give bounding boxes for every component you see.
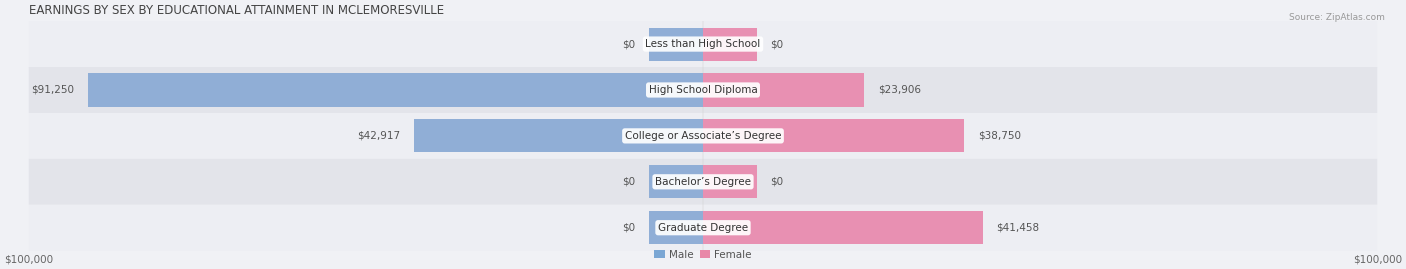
Bar <box>703 27 756 61</box>
Text: $0: $0 <box>623 223 636 233</box>
Text: $0: $0 <box>623 39 636 49</box>
Bar <box>413 119 703 153</box>
Text: High School Diploma: High School Diploma <box>648 85 758 95</box>
Text: College or Associate’s Degree: College or Associate’s Degree <box>624 131 782 141</box>
Text: $23,906: $23,906 <box>877 85 921 95</box>
Bar <box>703 165 756 198</box>
FancyBboxPatch shape <box>28 159 1378 205</box>
FancyBboxPatch shape <box>28 113 1378 159</box>
Bar <box>650 27 703 61</box>
Text: $38,750: $38,750 <box>977 131 1021 141</box>
Bar <box>650 165 703 198</box>
Bar <box>703 119 965 153</box>
Text: Less than High School: Less than High School <box>645 39 761 49</box>
FancyBboxPatch shape <box>28 21 1378 67</box>
Text: EARNINGS BY SEX BY EDUCATIONAL ATTAINMENT IN MCLEMORESVILLE: EARNINGS BY SEX BY EDUCATIONAL ATTAINMEN… <box>28 4 444 17</box>
Bar <box>650 211 703 244</box>
Text: $0: $0 <box>770 177 783 187</box>
Bar <box>703 73 865 107</box>
Text: Bachelor’s Degree: Bachelor’s Degree <box>655 177 751 187</box>
FancyBboxPatch shape <box>28 67 1378 113</box>
Text: Source: ZipAtlas.com: Source: ZipAtlas.com <box>1289 13 1385 22</box>
Legend: Male, Female: Male, Female <box>650 246 756 264</box>
Text: Graduate Degree: Graduate Degree <box>658 223 748 233</box>
FancyBboxPatch shape <box>28 205 1378 251</box>
Bar <box>703 211 983 244</box>
Text: $42,917: $42,917 <box>357 131 401 141</box>
Text: $0: $0 <box>770 39 783 49</box>
Text: $41,458: $41,458 <box>995 223 1039 233</box>
Text: $0: $0 <box>623 177 636 187</box>
Text: $91,250: $91,250 <box>31 85 75 95</box>
Bar <box>87 73 703 107</box>
